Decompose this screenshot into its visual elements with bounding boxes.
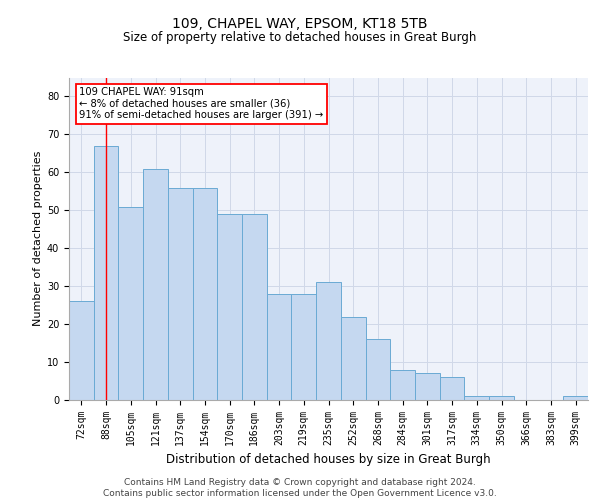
- Text: 109 CHAPEL WAY: 91sqm
← 8% of detached houses are smaller (36)
91% of semi-detac: 109 CHAPEL WAY: 91sqm ← 8% of detached h…: [79, 87, 323, 120]
- Bar: [242, 214, 267, 400]
- Bar: [440, 377, 464, 400]
- Bar: [94, 146, 118, 400]
- Bar: [267, 294, 292, 400]
- Bar: [316, 282, 341, 400]
- Bar: [168, 188, 193, 400]
- Bar: [341, 316, 365, 400]
- Bar: [415, 374, 440, 400]
- Bar: [464, 396, 489, 400]
- Text: Contains HM Land Registry data © Crown copyright and database right 2024.
Contai: Contains HM Land Registry data © Crown c…: [103, 478, 497, 498]
- Bar: [193, 188, 217, 400]
- Bar: [365, 340, 390, 400]
- Bar: [217, 214, 242, 400]
- Bar: [143, 168, 168, 400]
- Text: 109, CHAPEL WAY, EPSOM, KT18 5TB: 109, CHAPEL WAY, EPSOM, KT18 5TB: [172, 18, 428, 32]
- Bar: [69, 302, 94, 400]
- Bar: [118, 206, 143, 400]
- Bar: [292, 294, 316, 400]
- Bar: [563, 396, 588, 400]
- Y-axis label: Number of detached properties: Number of detached properties: [33, 151, 43, 326]
- X-axis label: Distribution of detached houses by size in Great Burgh: Distribution of detached houses by size …: [166, 454, 491, 466]
- Bar: [489, 396, 514, 400]
- Text: Size of property relative to detached houses in Great Burgh: Size of property relative to detached ho…: [124, 31, 476, 44]
- Bar: [390, 370, 415, 400]
